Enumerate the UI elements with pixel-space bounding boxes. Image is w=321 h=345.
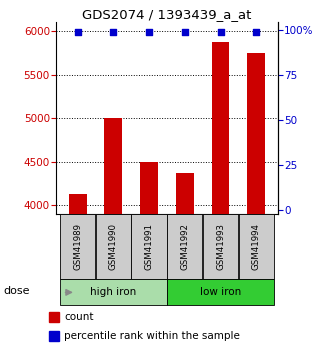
Bar (239, 214, 274, 279)
Bar (60, 279, 167, 305)
Text: dose: dose (3, 286, 30, 296)
Text: high iron: high iron (90, 287, 136, 297)
Bar (49, 312, 59, 323)
Point (111, 29, 116, 34)
Bar (104, 118, 122, 214)
Point (218, 29, 223, 34)
Bar (176, 173, 194, 214)
Point (254, 29, 259, 34)
Bar (69, 194, 87, 214)
Bar (247, 53, 265, 214)
Point (182, 29, 187, 34)
Bar (140, 162, 158, 214)
Bar (167, 214, 203, 279)
Bar (203, 214, 238, 279)
Text: GSM41992: GSM41992 (180, 223, 189, 270)
Bar (167, 279, 274, 305)
Bar (49, 331, 59, 342)
Text: GSM41989: GSM41989 (73, 223, 82, 270)
Text: GSM41991: GSM41991 (144, 223, 153, 270)
Bar (60, 214, 95, 279)
Text: GSM41993: GSM41993 (216, 223, 225, 270)
Bar (96, 214, 131, 279)
Text: count: count (64, 312, 93, 322)
Bar (212, 42, 230, 214)
Point (146, 29, 152, 34)
Title: GDS2074 / 1393439_a_at: GDS2074 / 1393439_a_at (82, 8, 252, 21)
Text: GSM41990: GSM41990 (109, 223, 118, 270)
Bar (131, 214, 167, 279)
Text: GSM41994: GSM41994 (252, 223, 261, 270)
Text: percentile rank within the sample: percentile rank within the sample (64, 331, 240, 341)
Text: low iron: low iron (200, 287, 241, 297)
Point (75, 29, 80, 34)
